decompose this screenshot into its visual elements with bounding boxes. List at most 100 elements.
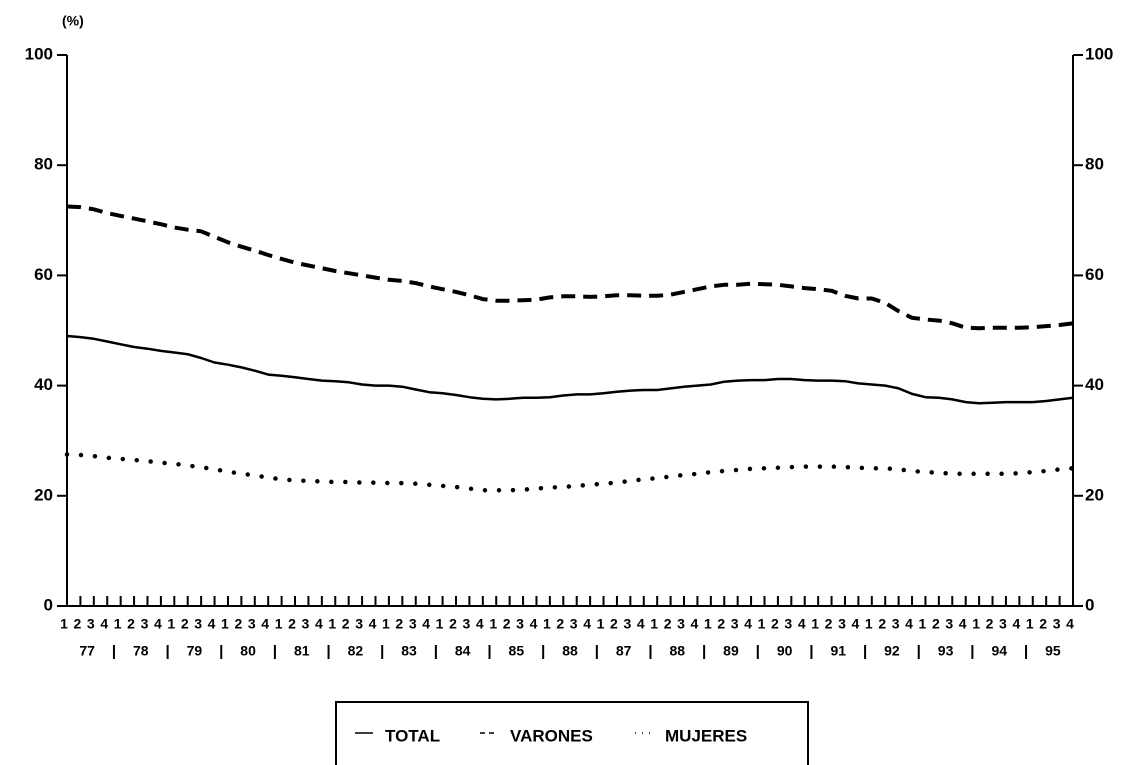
x-tick-label: 3 [194, 616, 202, 632]
y-tick-label: 80 [34, 155, 53, 174]
year-label: 78 [133, 643, 149, 659]
x-tick-label: 4 [100, 616, 108, 632]
year-label: 85 [509, 643, 525, 659]
x-tick-label: 2 [610, 616, 618, 632]
x-tick-label: 2 [127, 616, 135, 632]
x-tick-label: 1 [167, 616, 175, 632]
x-tick-label: 4 [369, 616, 377, 632]
year-label: 88 [670, 643, 686, 659]
year-label: 84 [455, 643, 471, 659]
x-tick-label: 3 [945, 616, 953, 632]
x-tick-label: 2 [342, 616, 350, 632]
year-label: 93 [938, 643, 954, 659]
x-tick-label: 1 [114, 616, 122, 632]
x-tick-label: 4 [691, 616, 699, 632]
legend-label: MUJERES [665, 726, 747, 745]
x-tick-label: 3 [999, 616, 1007, 632]
y2-tick-label: 40 [1085, 375, 1104, 394]
x-tick-label: 2 [1039, 616, 1047, 632]
year-label: 82 [348, 643, 364, 659]
x-tick-label: 4 [744, 616, 752, 632]
year-label: 89 [723, 643, 739, 659]
x-tick-label: 3 [623, 616, 631, 632]
x-tick-label: 1 [650, 616, 658, 632]
x-tick-label: 4 [208, 616, 216, 632]
x-tick-label: 3 [463, 616, 471, 632]
year-label: 87 [616, 643, 632, 659]
x-tick-label: 4 [798, 616, 806, 632]
x-tick-label: 2 [664, 616, 672, 632]
x-tick-label: 1 [704, 616, 712, 632]
y-axis-label: (%) [62, 13, 84, 29]
x-tick-label: 1 [328, 616, 336, 632]
y2-tick-label: 80 [1085, 155, 1104, 174]
x-tick-label: 4 [1012, 616, 1020, 632]
x-tick-label: 1 [436, 616, 444, 632]
x-tick-label: 2 [181, 616, 189, 632]
year-label: 95 [1045, 643, 1061, 659]
x-tick-label: 2 [878, 616, 886, 632]
y2-tick-label: 20 [1085, 485, 1104, 504]
year-label: 90 [777, 643, 793, 659]
y2-tick-label: 0 [1085, 595, 1094, 614]
x-tick-label: 3 [838, 616, 846, 632]
y2-tick-label: 60 [1085, 265, 1104, 284]
x-tick-label: 4 [583, 616, 591, 632]
x-tick-label: 3 [731, 616, 739, 632]
x-tick-label: 1 [811, 616, 819, 632]
year-label: 80 [240, 643, 256, 659]
x-tick-label: 2 [771, 616, 779, 632]
x-tick-label: 4 [476, 616, 484, 632]
y-tick-label: 100 [25, 44, 53, 63]
y-tick-label: 20 [34, 485, 53, 504]
x-tick-label: 1 [865, 616, 873, 632]
x-tick-label: 3 [677, 616, 685, 632]
legend-label: TOTAL [385, 726, 440, 745]
y-tick-label: 60 [34, 265, 53, 284]
series-line [66, 334, 1074, 405]
series-line [64, 452, 1076, 493]
year-label: 88 [562, 643, 578, 659]
x-tick-label: 4 [905, 616, 913, 632]
year-label: 77 [79, 643, 95, 659]
x-tick-label: 1 [543, 616, 551, 632]
year-label: 94 [991, 643, 1007, 659]
x-tick-label: 1 [919, 616, 927, 632]
series-line [66, 204, 1074, 331]
x-tick-label: 3 [570, 616, 578, 632]
y-tick-label: 0 [44, 595, 53, 614]
x-tick-label: 3 [87, 616, 95, 632]
y2-tick-label: 100 [1085, 44, 1113, 63]
x-tick-label: 1 [275, 616, 283, 632]
x-tick-label: 1 [972, 616, 980, 632]
x-tick-label: 4 [637, 616, 645, 632]
x-tick-label: 2 [503, 616, 511, 632]
x-tick-label: 3 [409, 616, 417, 632]
x-tick-label: 3 [784, 616, 792, 632]
x-tick-label: 2 [556, 616, 564, 632]
x-tick-label: 2 [825, 616, 833, 632]
x-tick-label: 4 [315, 616, 323, 632]
x-tick-label: 3 [1053, 616, 1061, 632]
year-label: 81 [294, 643, 310, 659]
x-tick-label: 2 [932, 616, 940, 632]
year-label: 83 [401, 643, 417, 659]
x-tick-label: 3 [248, 616, 256, 632]
x-tick-label: 2 [717, 616, 725, 632]
x-tick-label: 2 [449, 616, 457, 632]
x-tick-label: 3 [355, 616, 363, 632]
x-tick-label: 4 [1066, 616, 1074, 632]
year-label: 79 [187, 643, 203, 659]
x-tick-label: 3 [141, 616, 149, 632]
x-tick-label: 1 [382, 616, 390, 632]
x-tick-label: 3 [516, 616, 524, 632]
year-label: 92 [884, 643, 900, 659]
x-tick-label: 2 [288, 616, 296, 632]
x-tick-label: 1 [221, 616, 229, 632]
legend-label: VARONES [510, 726, 593, 745]
x-tick-label: 4 [154, 616, 162, 632]
x-tick-label: 1 [1026, 616, 1034, 632]
legend-box [335, 701, 809, 765]
x-tick-label: 1 [60, 616, 68, 632]
x-tick-label: 1 [758, 616, 766, 632]
